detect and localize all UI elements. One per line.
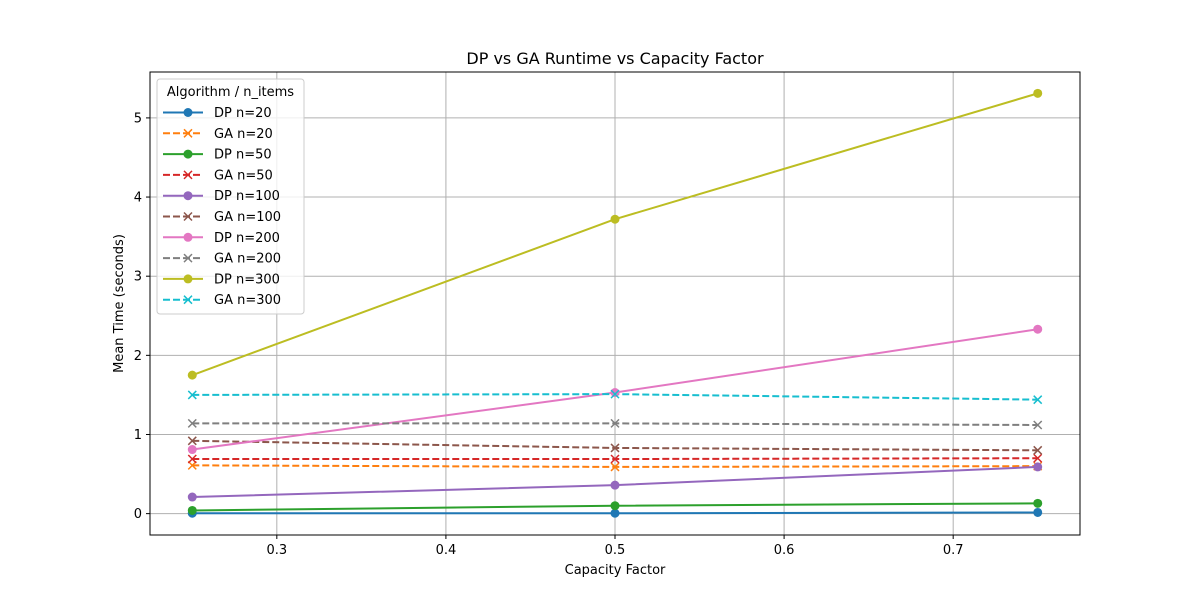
y-tick-label: 4: [134, 191, 142, 206]
legend-label: GA n=50: [214, 168, 273, 183]
y-tick-label: 1: [134, 428, 142, 443]
legend-x-marker: [183, 253, 193, 263]
y-axis-ticks: 0 1 2 3 4 5: [134, 111, 150, 522]
series-markers: [187, 88, 1043, 518]
data-point-circle-marker: [1033, 462, 1043, 472]
data-point-x-marker: [610, 389, 620, 399]
legend-label: DP n=200: [214, 231, 280, 246]
data-point-circle-marker: [1033, 507, 1043, 517]
data-point-x-marker: [1033, 445, 1043, 455]
data-point-circle-marker: [1033, 88, 1043, 98]
legend-x-marker: [183, 211, 193, 222]
y-tick-label: 0: [134, 507, 142, 522]
y-tick-label: 2: [134, 349, 142, 364]
data-point-circle-marker: [610, 480, 620, 490]
data-point-x-marker: [610, 418, 620, 428]
data-point-circle-marker: [610, 501, 620, 511]
legend-circle-marker: [183, 149, 193, 159]
legend-label: GA n=200: [214, 252, 281, 267]
y-axis-label: Mean Time (seconds): [112, 234, 127, 373]
legend-circle-marker: [183, 191, 193, 201]
x-tick-label: 0.4: [436, 543, 457, 558]
x-axis-label: Capacity Factor: [565, 563, 666, 578]
legend-label: GA n=100: [214, 210, 281, 225]
x-axis-ticks: 0.3 0.4 0.5 0.6 0.7: [266, 535, 964, 558]
data-point-circle-marker: [1033, 498, 1043, 508]
data-point-x-marker: [610, 443, 620, 453]
data-point-x-marker: [1033, 420, 1043, 430]
legend-label: GA n=300: [214, 293, 281, 308]
y-tick-label: 3: [134, 270, 142, 285]
legend-circle-marker: [183, 232, 193, 242]
x-tick-label: 0.5: [605, 543, 626, 558]
data-point-circle-marker: [187, 492, 197, 502]
legend-x-marker: [183, 128, 193, 138]
x-tick-label: 0.7: [943, 543, 964, 558]
legend-items: DP n=20 GA n=20 DP n=50 GA n=50 DP n=100 GA n…: [163, 106, 281, 308]
data-point-x-marker: [610, 462, 620, 472]
legend-label: GA n=20: [214, 127, 273, 142]
legend-circle-marker: [183, 274, 193, 284]
data-point-x-marker: [1033, 453, 1043, 463]
legend: Algorithm / n_items DP n=20 GA n=20 DP n=5…: [156, 78, 305, 315]
legend-x-marker: [183, 295, 193, 305]
legend-label: DP n=100: [214, 189, 280, 204]
legend-label: DP n=300: [214, 272, 280, 287]
legend-x-marker: [183, 170, 193, 180]
data-point-x-marker: [187, 390, 197, 400]
data-point-circle-marker: [610, 508, 620, 518]
legend-label: DP n=20: [214, 106, 272, 121]
chart-title: DP vs GA Runtime vs Capacity Factor: [466, 49, 764, 68]
data-point-circle-marker: [610, 388, 620, 398]
legend-title: Algorithm / n_items: [167, 85, 294, 100]
y-tick-label: 5: [134, 111, 142, 126]
data-point-x-marker: [1033, 395, 1043, 405]
data-point-circle-marker: [187, 505, 197, 515]
data-point-circle-marker: [187, 445, 197, 455]
data-point-circle-marker: [610, 214, 620, 224]
legend-label: DP n=50: [214, 148, 272, 163]
legend-box: [156, 78, 305, 315]
x-tick-label: 0.6: [774, 543, 795, 558]
x-tick-label: 0.3: [266, 543, 287, 558]
data-point-x-marker: [187, 418, 197, 428]
data-point-x-marker: [187, 436, 197, 446]
data-point-x-marker: [187, 454, 197, 464]
data-point-circle-marker: [1033, 324, 1043, 334]
data-point-circle-marker: [187, 370, 197, 380]
data-point-x-marker: [610, 454, 620, 464]
legend-circle-marker: [183, 108, 193, 117]
